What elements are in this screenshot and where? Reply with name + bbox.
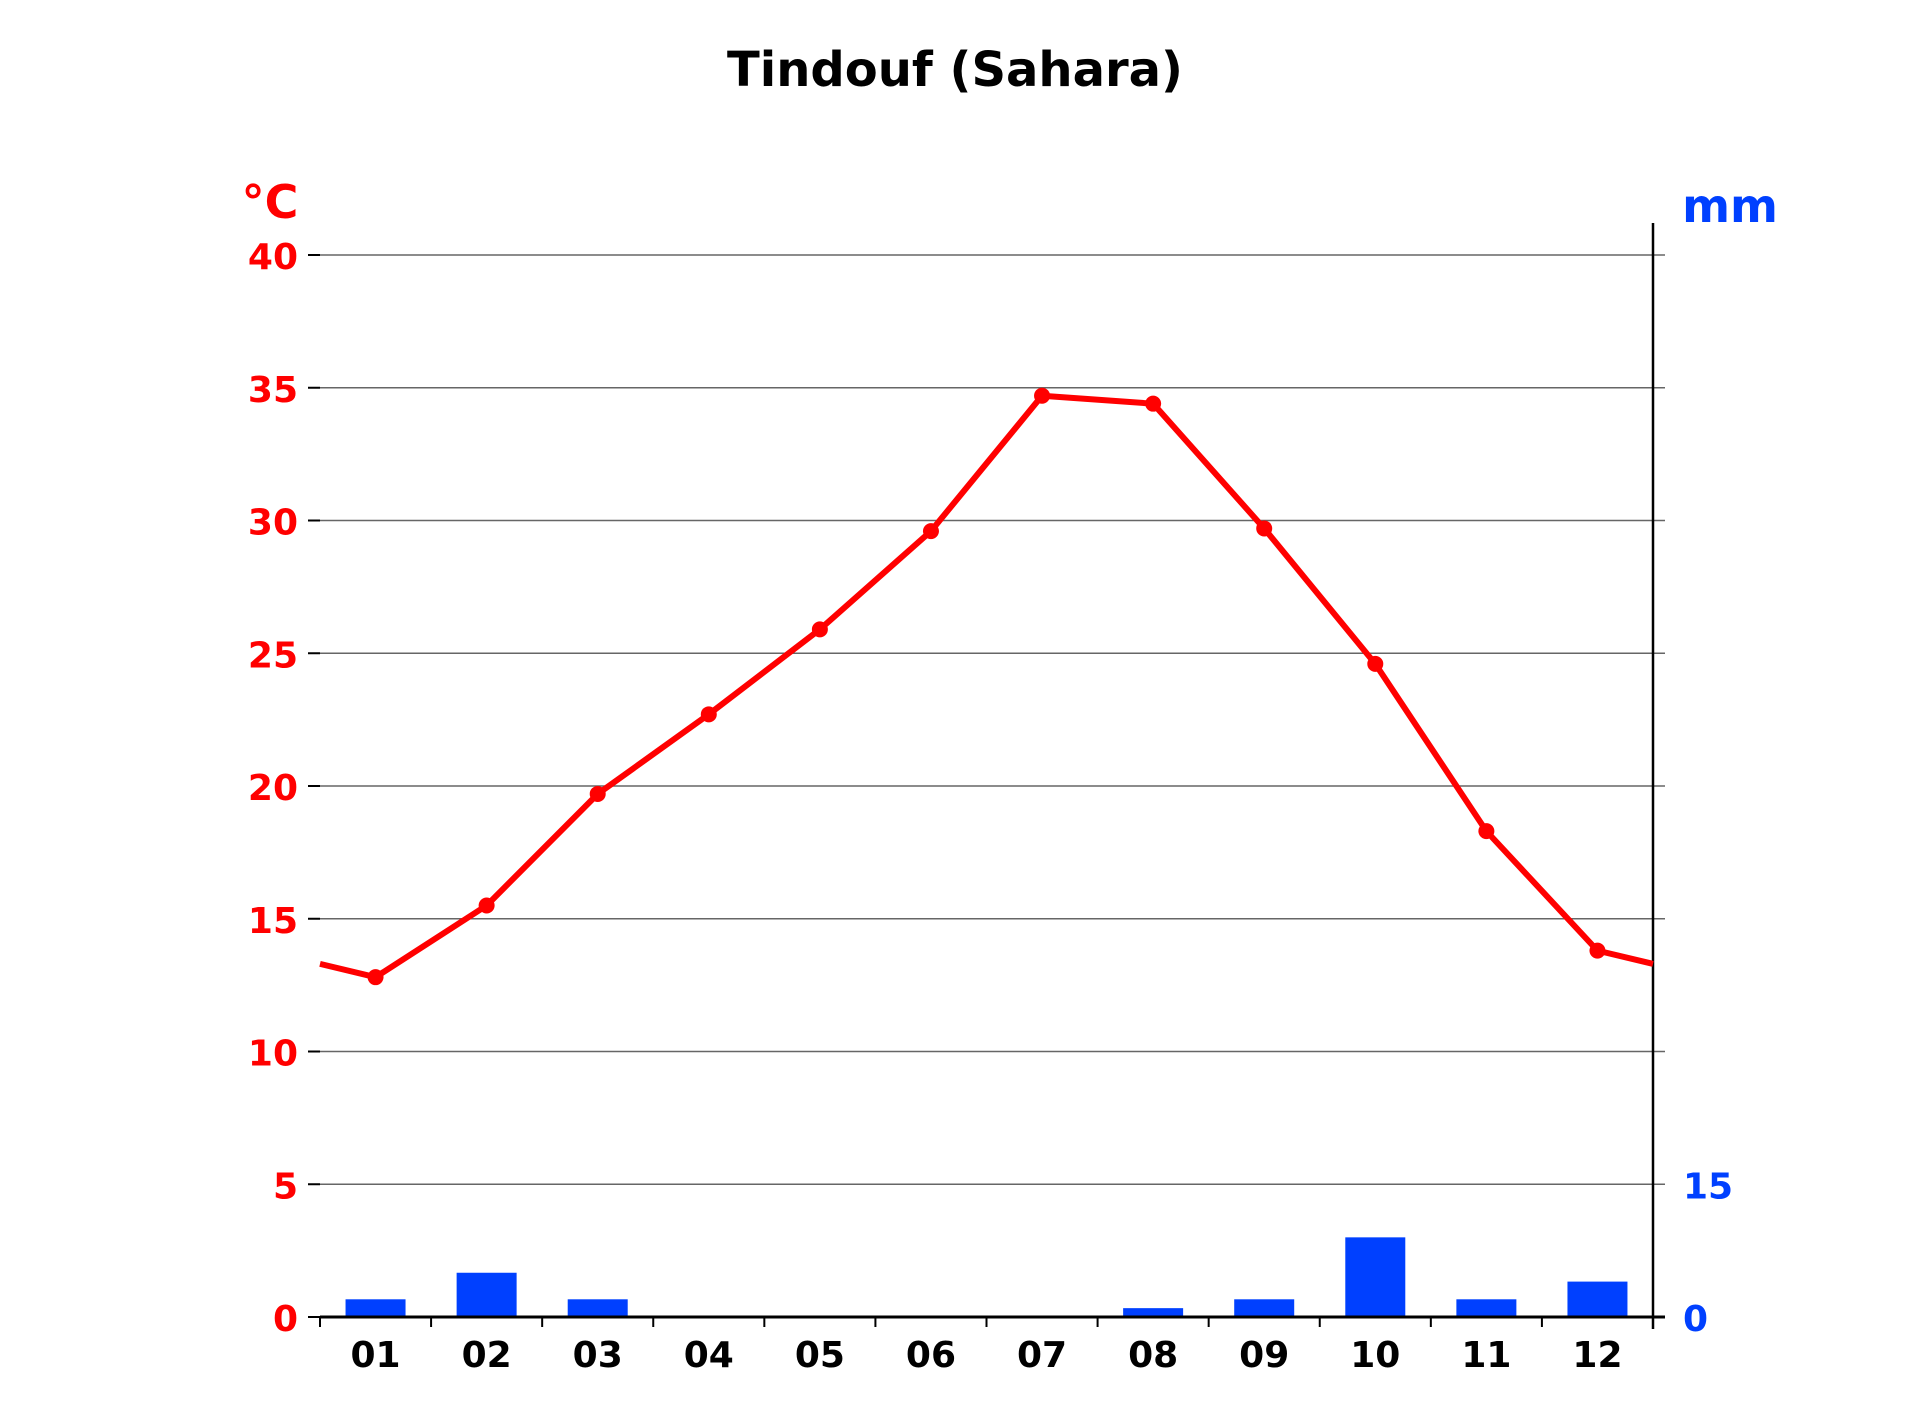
left-tick-label: 15 — [248, 901, 298, 942]
precip-bar — [1567, 1281, 1628, 1317]
temperature-point — [589, 785, 606, 802]
x-tick-label: 08 — [1128, 1335, 1178, 1376]
right-tick-label: 0 — [1683, 1299, 1708, 1340]
right-tick-label: 15 — [1683, 1166, 1733, 1207]
precip-bar — [345, 1299, 406, 1317]
temperature-point — [1589, 942, 1606, 959]
precip-bar — [456, 1272, 517, 1317]
x-tick-label: 02 — [462, 1335, 512, 1376]
precip-bar — [1234, 1299, 1295, 1317]
temperature-point — [1367, 655, 1384, 672]
precip-bar — [1456, 1299, 1517, 1317]
temperature-point — [367, 969, 384, 986]
temperature-path — [319, 392, 1654, 981]
temperature-point — [478, 897, 495, 914]
chart-title: Tindouf (Sahara) — [727, 42, 1183, 98]
x-tick-label: 03 — [573, 1335, 623, 1376]
left-tick-label: 40 — [248, 237, 298, 278]
precipitation-bars — [345, 1237, 1628, 1317]
left-tick-label: 30 — [248, 503, 298, 544]
x-tick-label: 12 — [1572, 1335, 1622, 1376]
x-tick-label: 01 — [350, 1335, 400, 1376]
x-tick-label: 05 — [795, 1335, 845, 1376]
temperature-point — [922, 523, 939, 540]
left-tick-label: 20 — [248, 768, 298, 809]
left-tick-label: 10 — [248, 1034, 298, 1075]
temperature-point — [811, 621, 828, 638]
x-tick-label: 06 — [906, 1335, 956, 1376]
x-tick-label: 07 — [1017, 1335, 1067, 1376]
temperature-point — [700, 706, 717, 723]
right-axis-unit: mm — [1682, 179, 1778, 233]
left-tick-label: 25 — [248, 635, 298, 676]
x-tick-label: 10 — [1350, 1335, 1400, 1376]
precip-bar — [1123, 1308, 1184, 1317]
temperature-point — [1145, 395, 1162, 412]
temperature-line — [319, 387, 1654, 986]
left-axis-unit: °C — [242, 175, 299, 229]
left-tick-label: 35 — [248, 370, 298, 411]
left-tick-label: 5 — [273, 1166, 298, 1207]
temperature-point — [1034, 387, 1051, 404]
temperature-point — [1256, 520, 1273, 537]
precip-bar — [1345, 1237, 1406, 1317]
temperature-point — [1478, 823, 1495, 840]
x-tick-label: 11 — [1461, 1335, 1511, 1376]
left-tick-label: 0 — [273, 1299, 298, 1340]
x-tick-label: 09 — [1239, 1335, 1289, 1376]
gridlines — [320, 254, 1665, 1185]
x-tick-label: 04 — [684, 1335, 734, 1376]
precip-bar — [567, 1299, 628, 1317]
axes — [308, 223, 1665, 1329]
